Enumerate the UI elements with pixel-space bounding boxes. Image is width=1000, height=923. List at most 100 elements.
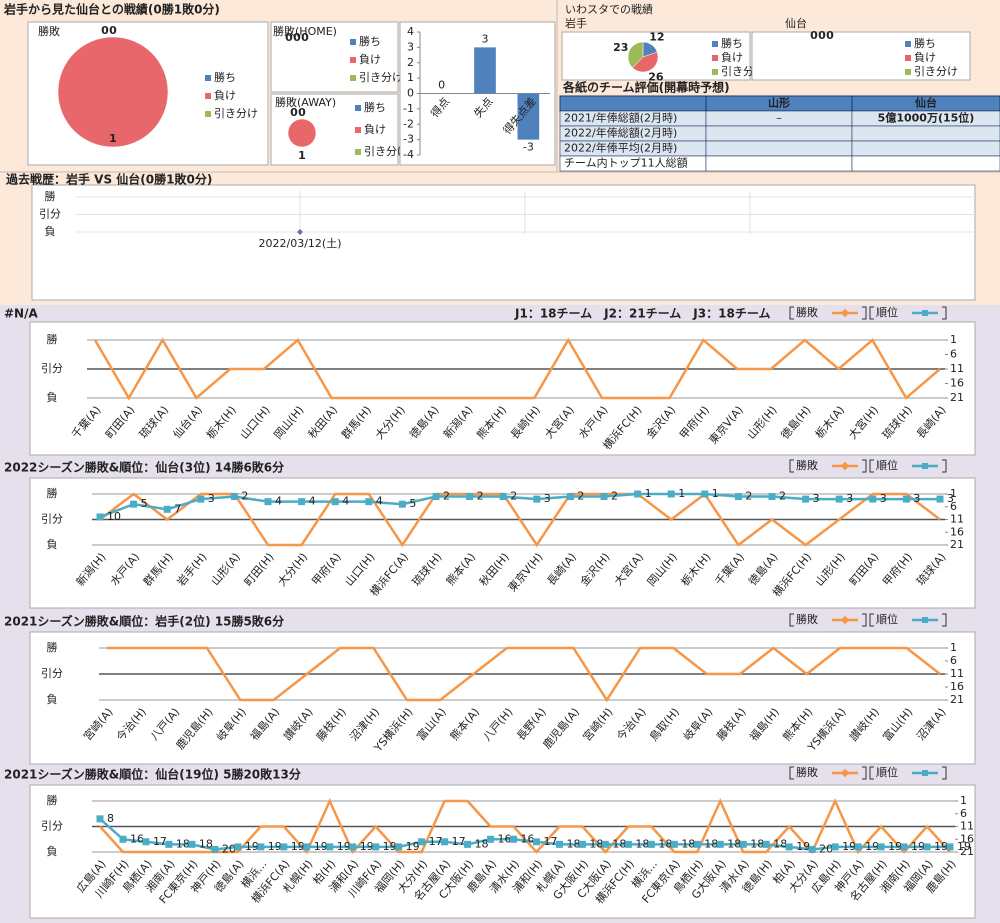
legend-marker (840, 768, 850, 778)
data-label: 4 (275, 495, 282, 508)
chart-area (31, 184, 976, 301)
y-tick-label: 勝 (47, 793, 58, 807)
data-label: 0 (109, 24, 117, 37)
data-label: 2 (745, 490, 752, 503)
marker (701, 490, 709, 498)
marker (854, 843, 862, 851)
series-line (99, 492, 941, 548)
data-label: 0 (818, 29, 826, 42)
y2-tick-label: 16 (950, 377, 964, 390)
legend-swatch (712, 41, 718, 47)
data-label: 19 (796, 840, 810, 853)
table-cell (705, 125, 853, 142)
marker (326, 843, 334, 851)
data-label: 19 (360, 840, 374, 853)
data-label: 2 (779, 490, 786, 503)
data-label: 8 (107, 812, 114, 825)
data-label: 19 (383, 840, 397, 853)
legend-swatch (355, 127, 361, 133)
data-label: 19 (911, 840, 925, 853)
legend-bracket (862, 613, 867, 627)
pie-title: 仙台 (785, 16, 807, 30)
table-cell (851, 125, 1000, 142)
chart-area (270, 21, 399, 93)
marker (647, 840, 655, 848)
legend-bracket (789, 766, 794, 780)
marker (395, 843, 403, 851)
y-tick-label: 勝 (47, 486, 58, 500)
marker (487, 835, 495, 843)
stadium-title: いわスタでの戦績 (565, 2, 653, 16)
y2-tick-label: 1 (950, 641, 957, 654)
point (297, 229, 303, 235)
legend-label: 引き分け (214, 106, 258, 120)
y-tick-label: -2 (403, 117, 414, 130)
marker (264, 498, 272, 506)
marker (96, 815, 104, 823)
data-label: 19 (865, 840, 879, 853)
y2-tick-label: 11 (950, 362, 964, 375)
chart-title: #N/A (4, 307, 38, 321)
chart-title: 2021シーズン勝敗&順位：岩手(2位) 15勝5敗6分 (4, 614, 284, 629)
y2-tick-label: 21 (950, 693, 964, 706)
y-tick-label: -4 (403, 148, 414, 161)
y2-tick-label: 11 (960, 820, 974, 833)
data-label: 16 (521, 832, 535, 845)
table-row-label: チーム内トップ11人総額 (564, 156, 688, 170)
legend-label: 勝ち (914, 36, 936, 50)
marker (768, 493, 776, 501)
y-tick-label: 引分 (41, 819, 63, 833)
y2-tick-label: 21 (960, 845, 974, 858)
series-line (99, 817, 950, 851)
table-cell-text: 5億1000万(15位) (878, 111, 975, 125)
y-tick-label: 2 (407, 56, 414, 69)
legend-bracket (869, 766, 874, 780)
legend-label: 勝ち (364, 100, 386, 114)
y2-tick-label: 6 (950, 500, 957, 513)
pie-slice (57, 36, 169, 148)
marker (418, 838, 426, 846)
pie-slice (287, 118, 317, 148)
pie-title: 勝敗(HOME) (273, 24, 337, 38)
series-line (99, 492, 940, 519)
legend-swatch (905, 69, 911, 75)
marker (234, 843, 242, 851)
data-label: 18 (704, 837, 718, 850)
data-label: 2 (510, 490, 517, 503)
marker (936, 495, 944, 503)
pie-slice (627, 41, 644, 69)
data-label: 17 (429, 835, 443, 848)
marker (877, 843, 885, 851)
header-title: 岩手から見た仙台との戦績(0勝1敗0分) (3, 2, 220, 17)
legend-bracket (942, 459, 947, 473)
data-label: 19 (314, 840, 328, 853)
legend-bracket (869, 459, 874, 473)
legend-swatch (205, 93, 211, 99)
marker (331, 498, 339, 506)
marker (130, 500, 138, 508)
data-label: 0 (290, 106, 298, 119)
marker (197, 495, 205, 503)
legend-label: 負け (721, 51, 743, 64)
data-label: 5 (409, 497, 416, 510)
data-label: 1 (678, 487, 685, 500)
legend-label: 引き分け (364, 144, 408, 158)
marker (802, 495, 810, 503)
data-label: 0 (810, 29, 818, 42)
data-label: 1 (298, 149, 306, 162)
table-header: 仙台 (915, 96, 937, 110)
x-tick-label: 2022/03/12(土) (259, 237, 342, 250)
data-label: 18 (681, 837, 695, 850)
data-label: 19 (245, 840, 259, 853)
legend-marker (840, 615, 850, 625)
legend-swatch (205, 111, 211, 117)
pie-title: 勝敗(AWAY) (275, 95, 336, 109)
marker (902, 495, 910, 503)
marker (566, 493, 574, 501)
data-label: 18 (199, 837, 213, 850)
legend-bracket (789, 306, 794, 320)
marker (670, 840, 678, 848)
table-cell-text: – (776, 112, 782, 125)
y2-tick-label: 6 (950, 654, 957, 667)
marker (734, 493, 742, 501)
